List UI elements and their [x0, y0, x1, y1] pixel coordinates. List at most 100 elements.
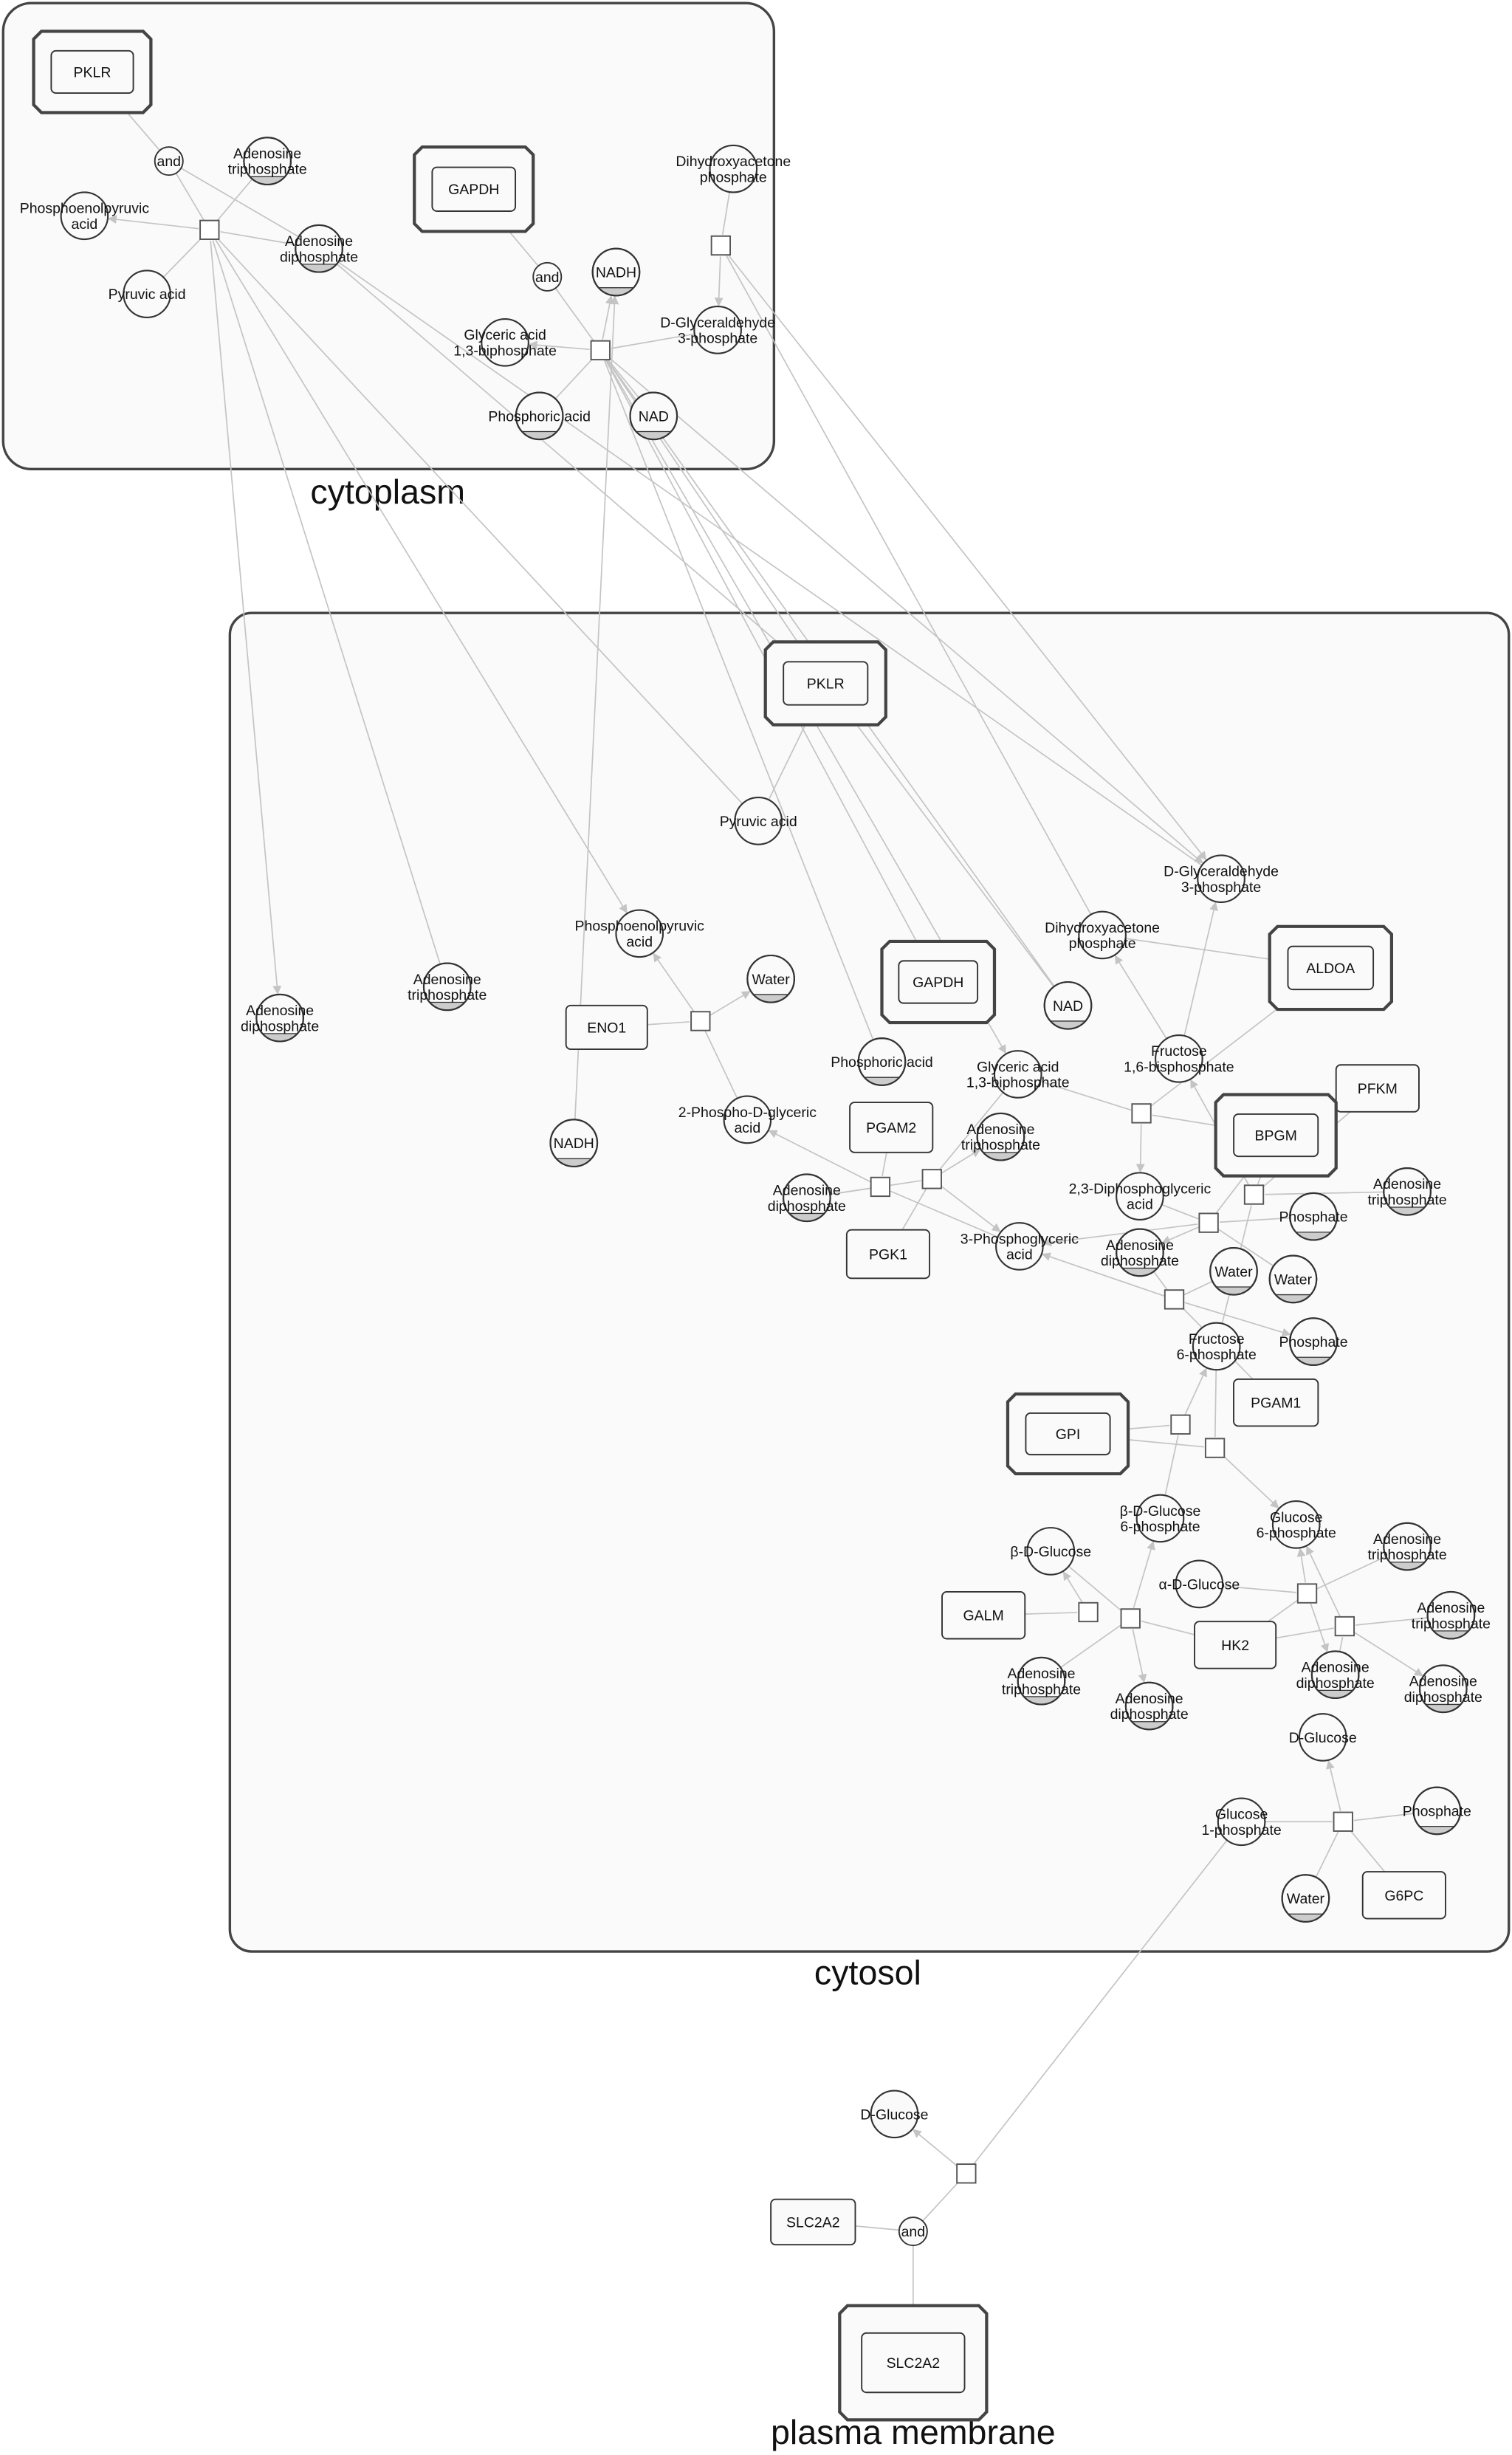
edge-bdg-r_hk3	[1068, 1565, 1123, 1613]
node-eno1[interactable]: ENO1	[565, 1004, 648, 1051]
edge-r_galm-bdg	[1062, 1570, 1083, 1604]
edge-nad1-r3	[606, 358, 639, 399]
node-pfkm[interactable]: PFKM	[1335, 1064, 1420, 1113]
node-atp5[interactable]: Adenosine triphosphate	[1367, 1522, 1447, 1571]
node-atp2[interactable]: Adenosine triphosphate	[408, 962, 487, 1012]
node-gapdh1[interactable]: GAPDH	[413, 145, 535, 233]
node-dhap2[interactable]: Dihydroxyacetone phosphate	[1045, 910, 1160, 960]
node-dpg23[interactable]: 2,3-Diphosphoglyceric acid	[1069, 1172, 1212, 1220]
node-atp3[interactable]: Adenosine triphosphate	[961, 1112, 1040, 1161]
node-pep1[interactable]: Phosphoenolpyruvic acid	[20, 191, 150, 241]
node-g6pc[interactable]: G6PC	[1361, 1871, 1446, 1920]
edge-r_eno-water1	[709, 990, 752, 1017]
node-r_fbp[interactable]	[1164, 1289, 1185, 1310]
compartment-cytoplasm[interactable]	[1, 1, 776, 471]
edge-atp5-r_hk1	[1316, 1556, 1386, 1590]
node-adp4[interactable]: Adenosine diphosphate	[1101, 1228, 1179, 1277]
node-aldoa[interactable]: ALDOA	[1268, 924, 1394, 1012]
node-r_bpg[interactable]	[1131, 1103, 1152, 1124]
node-nad2[interactable]: NAD	[1043, 981, 1093, 1030]
node-bpg1[interactable]: Glyceric acid 1,3-biphosphate	[453, 317, 557, 367]
node-adp7[interactable]: Adenosine diphosphate	[1110, 1681, 1189, 1731]
node-hk2[interactable]: HK2	[1194, 1621, 1277, 1669]
node-g3p1[interactable]: D-Glyceraldehyde 3-phosphate	[660, 306, 775, 354]
node-slc2a2b[interactable]: SLC2A2	[838, 2304, 989, 2422]
node-g1p[interactable]: Glucose 1-phosphate	[1201, 1797, 1282, 1847]
node-pklr2[interactable]: PKLR	[763, 640, 887, 727]
edge-r1-adp2	[210, 241, 282, 995]
node-nadh1[interactable]: NADH	[591, 247, 641, 297]
edge-pklr2-pyr2	[768, 720, 808, 800]
node-atp4[interactable]: Adenosine triphosphate	[1367, 1167, 1447, 1216]
node-slc2a2a[interactable]: SLC2A2	[770, 2198, 856, 2246]
node-water4[interactable]: Water	[1281, 1874, 1330, 1923]
node-adp3[interactable]: Adenosine diphosphate	[768, 1173, 846, 1223]
node-bpg2[interactable]: Glyceric acid 1,3-biphosphate	[966, 1050, 1070, 1099]
node-water2[interactable]: Water	[1209, 1246, 1258, 1296]
node-and1[interactable]: and	[154, 146, 184, 176]
node-r_hk2[interactable]	[1334, 1616, 1355, 1637]
node-and3[interactable]: and	[898, 2217, 928, 2247]
node-bpgm[interactable]: BPGM	[1214, 1093, 1338, 1178]
node-phos2[interactable]: Phosphate	[1279, 1317, 1348, 1366]
node-phos3[interactable]: Phosphate	[1403, 1786, 1471, 1836]
node-pyr1[interactable]: Pyruvic acid	[109, 269, 186, 318]
node-bdg[interactable]: β-D-Glucose	[1010, 1527, 1091, 1576]
node-atp7[interactable]: Adenosine triphosphate	[1002, 1656, 1081, 1706]
node-atp6[interactable]: Adenosine triphosphate	[1412, 1590, 1491, 1640]
node-dglc2[interactable]: D-Glucose	[860, 2090, 928, 2139]
node-r_galm[interactable]	[1078, 1601, 1099, 1623]
node-g6p[interactable]: Glucose 6-phosphate	[1257, 1500, 1336, 1549]
node-phos1[interactable]: Phosphate	[1279, 1192, 1348, 1241]
node-dglc1[interactable]: D-Glucose	[1289, 1713, 1357, 1762]
node-r_eno[interactable]	[690, 1011, 711, 1031]
node-r1[interactable]	[199, 219, 220, 240]
edge-g3p1-r3	[611, 333, 695, 349]
node-nadh2[interactable]: NADH	[549, 1119, 599, 1167]
node-adp2[interactable]: Adenosine diphosphate	[241, 993, 319, 1043]
node-gpi[interactable]: GPI	[1006, 1392, 1130, 1476]
node-pgam2[interactable]: PGAM2	[849, 1102, 934, 1153]
node-water3[interactable]: Water	[1268, 1254, 1318, 1304]
atp1-label: Adenosine triphosphate	[228, 146, 307, 178]
edge-pklr2-nad2	[850, 715, 1055, 987]
node-pgam1[interactable]: PGAM1	[1233, 1378, 1319, 1427]
node-water1[interactable]: Water	[746, 954, 795, 1003]
node-adp6[interactable]: Adenosine diphosphate	[1404, 1664, 1482, 1714]
edge-g1p-r_out	[972, 1839, 1228, 2166]
node-pg2[interactable]: 2-Phospho-D-glyceric acid	[678, 1095, 817, 1144]
node-adg[interactable]: α-D-Glucose	[1159, 1559, 1240, 1609]
node-g3p2[interactable]: D-Glyceraldehyde 3-phosphate	[1164, 854, 1279, 904]
node-pho2[interactable]: Phosphoric acid	[831, 1037, 933, 1086]
node-pyr2[interactable]: Pyruvic acid	[720, 797, 797, 845]
node-adp5[interactable]: Adenosine diphosphate	[1296, 1650, 1375, 1700]
node-r_gpi1[interactable]	[1170, 1414, 1191, 1435]
node-galm[interactable]: GALM	[941, 1591, 1026, 1640]
node-pgk1[interactable]: PGK1	[845, 1229, 931, 1280]
node-r2[interactable]	[710, 235, 732, 256]
node-pep2[interactable]: Phosphoenolpyruvic acid	[575, 909, 705, 958]
node-r_gpi2[interactable]	[1204, 1438, 1226, 1458]
node-dhap1[interactable]: Dihydroxyacetone phosphate	[676, 144, 791, 193]
node-f6p[interactable]: Fructose 6-phosphate	[1177, 1322, 1257, 1371]
node-f16bp[interactable]: Fructose 1,6-bisphosphate	[1124, 1034, 1234, 1083]
node-r_hk3[interactable]	[1120, 1608, 1141, 1629]
node-pg3[interactable]: 3-Phosphoglyceric acid	[961, 1222, 1079, 1271]
node-adp1[interactable]: Adenosine diphosphate	[280, 224, 358, 273]
edge-dhap1-r2	[721, 191, 731, 236]
node-nad1[interactable]: NAD	[629, 391, 678, 441]
node-pho1[interactable]: Phosphoric acid	[488, 391, 591, 441]
node-and2[interactable]: and	[532, 261, 563, 292]
node-r_g6pc[interactable]	[1333, 1811, 1353, 1832]
node-r_pfk[interactable]	[1243, 1184, 1265, 1205]
node-bg6p[interactable]: β-D-Glucose 6-phosphate	[1120, 1494, 1201, 1543]
node-r_pgk[interactable]	[921, 1169, 942, 1189]
node-r_pgam[interactable]	[870, 1176, 891, 1198]
node-pklr1[interactable]: PKLR	[32, 30, 153, 114]
node-r_dpg[interactable]	[1198, 1212, 1219, 1233]
node-gapdh2[interactable]: GAPDH	[880, 939, 997, 1025]
node-r3[interactable]	[590, 340, 611, 361]
node-r_out[interactable]	[956, 2163, 977, 2184]
node-atp1[interactable]: Adenosine triphosphate	[228, 137, 307, 185]
node-r_hk1[interactable]	[1296, 1583, 1318, 1604]
